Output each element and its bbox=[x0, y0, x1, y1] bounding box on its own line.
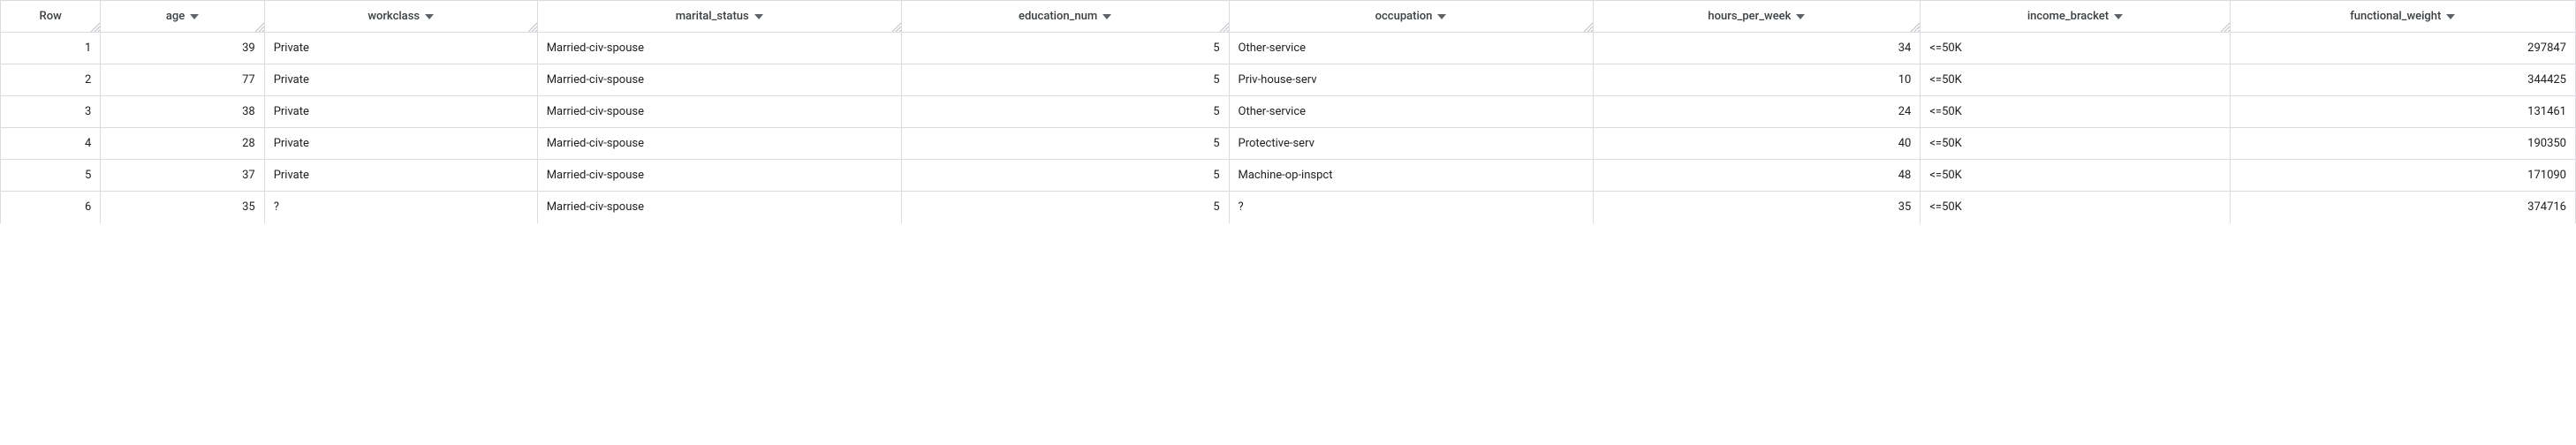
cell-income_bracket: <=50K bbox=[1921, 64, 2230, 96]
sort-icon[interactable] bbox=[2446, 14, 2455, 19]
cell-income_bracket: <=50K bbox=[1921, 128, 2230, 160]
column-resize-handle[interactable] bbox=[89, 21, 100, 32]
column-header-functional_weight[interactable]: functional_weight bbox=[2230, 1, 2575, 33]
column-header-workclass[interactable]: workclass bbox=[264, 1, 537, 33]
cell-age: 35 bbox=[101, 192, 264, 223]
cell-functional_weight: 190350 bbox=[2230, 128, 2575, 160]
cell-education_num: 5 bbox=[901, 64, 1229, 96]
column-header-label: workclass bbox=[367, 10, 420, 23]
cell-workclass: Private bbox=[264, 64, 537, 96]
cell-workclass: Private bbox=[264, 33, 537, 64]
table-row: 635?Married-civ-spouse5?35<=50K374716 bbox=[1, 192, 2576, 223]
cell-income_bracket: <=50K bbox=[1921, 96, 2230, 128]
table-row: 338PrivateMarried-civ-spouse5Other-servi… bbox=[1, 96, 2576, 128]
cell-marital_status: Married-civ-spouse bbox=[537, 64, 901, 96]
cell-education_num: 5 bbox=[901, 96, 1229, 128]
cell-functional_weight: 344425 bbox=[2230, 64, 2575, 96]
cell-education_num: 5 bbox=[901, 33, 1229, 64]
column-header-label: hours_per_week bbox=[1708, 10, 1791, 23]
cell-row: 3 bbox=[1, 96, 101, 128]
cell-row: 5 bbox=[1, 160, 101, 192]
cell-marital_status: Married-civ-spouse bbox=[537, 33, 901, 64]
cell-row: 2 bbox=[1, 64, 101, 96]
cell-age: 37 bbox=[101, 160, 264, 192]
cell-hours_per_week: 40 bbox=[1593, 128, 1921, 160]
cell-functional_weight: 131461 bbox=[2230, 96, 2575, 128]
sort-icon[interactable] bbox=[2114, 14, 2123, 19]
cell-workclass: Private bbox=[264, 160, 537, 192]
cell-functional_weight: 171090 bbox=[2230, 160, 2575, 192]
column-header-label: marital_status bbox=[676, 10, 749, 23]
column-header-hours_per_week[interactable]: hours_per_week bbox=[1593, 1, 1921, 33]
cell-hours_per_week: 34 bbox=[1593, 33, 1921, 64]
cell-income_bracket: <=50K bbox=[1921, 160, 2230, 192]
sort-icon[interactable] bbox=[754, 14, 763, 19]
sort-icon[interactable] bbox=[190, 14, 199, 19]
cell-marital_status: Married-civ-spouse bbox=[537, 128, 901, 160]
cell-row: 1 bbox=[1, 33, 101, 64]
cell-income_bracket: <=50K bbox=[1921, 192, 2230, 223]
cell-occupation: Priv-house-serv bbox=[1229, 64, 1593, 96]
results-table: Row age workclass marital_status education_n… bbox=[0, 0, 2576, 223]
cell-row: 6 bbox=[1, 192, 101, 223]
column-resize-handle[interactable] bbox=[2219, 21, 2230, 32]
cell-age: 38 bbox=[101, 96, 264, 128]
sort-icon[interactable] bbox=[1796, 14, 1805, 19]
column-resize-handle[interactable] bbox=[890, 21, 901, 32]
column-resize-handle[interactable] bbox=[1582, 21, 1593, 32]
cell-occupation: Protective-serv bbox=[1229, 128, 1593, 160]
cell-workclass: Private bbox=[264, 96, 537, 128]
column-header-marital_status[interactable]: marital_status bbox=[537, 1, 901, 33]
cell-occupation: Machine-op-inspct bbox=[1229, 160, 1593, 192]
cell-functional_weight: 374716 bbox=[2230, 192, 2575, 223]
table-row: 428PrivateMarried-civ-spouse5Protective-… bbox=[1, 128, 2576, 160]
cell-education_num: 5 bbox=[901, 160, 1229, 192]
sort-icon[interactable] bbox=[1437, 14, 1446, 19]
cell-age: 39 bbox=[101, 33, 264, 64]
sort-icon[interactable] bbox=[425, 14, 434, 19]
cell-workclass: Private bbox=[264, 128, 537, 160]
table-row: 537PrivateMarried-civ-spouse5Machine-op-… bbox=[1, 160, 2576, 192]
sort-icon[interactable] bbox=[1102, 14, 1111, 19]
column-header-row: Row bbox=[1, 1, 101, 33]
cell-age: 77 bbox=[101, 64, 264, 96]
cell-hours_per_week: 48 bbox=[1593, 160, 1921, 192]
cell-education_num: 5 bbox=[901, 192, 1229, 223]
table-row: 139PrivateMarried-civ-spouse5Other-servi… bbox=[1, 33, 2576, 64]
column-header-label: Row bbox=[40, 10, 62, 23]
column-header-age[interactable]: age bbox=[101, 1, 264, 33]
column-header-income_bracket[interactable]: income_bracket bbox=[1921, 1, 2230, 33]
cell-marital_status: Married-civ-spouse bbox=[537, 160, 901, 192]
column-header-occupation[interactable]: occupation bbox=[1229, 1, 1593, 33]
column-header-label: functional_weight bbox=[2350, 10, 2441, 23]
cell-occupation: Other-service bbox=[1229, 33, 1593, 64]
column-resize-handle[interactable] bbox=[1909, 21, 1920, 32]
cell-occupation: ? bbox=[1229, 192, 1593, 223]
cell-education_num: 5 bbox=[901, 128, 1229, 160]
cell-hours_per_week: 10 bbox=[1593, 64, 1921, 96]
column-header-label: age bbox=[166, 10, 185, 23]
table-row: 277PrivateMarried-civ-spouse5Priv-house-… bbox=[1, 64, 2576, 96]
cell-marital_status: Married-civ-spouse bbox=[537, 96, 901, 128]
cell-age: 28 bbox=[101, 128, 264, 160]
cell-income_bracket: <=50K bbox=[1921, 33, 2230, 64]
column-header-label: occupation bbox=[1375, 10, 1433, 23]
cell-hours_per_week: 35 bbox=[1593, 192, 1921, 223]
cell-functional_weight: 297847 bbox=[2230, 33, 2575, 64]
column-header-education_num[interactable]: education_num bbox=[901, 1, 1229, 33]
cell-marital_status: Married-civ-spouse bbox=[537, 192, 901, 223]
cell-hours_per_week: 24 bbox=[1593, 96, 1921, 128]
cell-row: 4 bbox=[1, 128, 101, 160]
cell-workclass: ? bbox=[264, 192, 537, 223]
column-header-label: education_num bbox=[1019, 10, 1097, 23]
column-resize-handle[interactable] bbox=[527, 21, 537, 32]
column-resize-handle[interactable] bbox=[1218, 21, 1229, 32]
cell-occupation: Other-service bbox=[1229, 96, 1593, 128]
table-header-row: Row age workclass marital_status education_n… bbox=[1, 1, 2576, 33]
column-resize-handle[interactable] bbox=[254, 21, 264, 32]
column-header-label: income_bracket bbox=[2027, 10, 2109, 23]
